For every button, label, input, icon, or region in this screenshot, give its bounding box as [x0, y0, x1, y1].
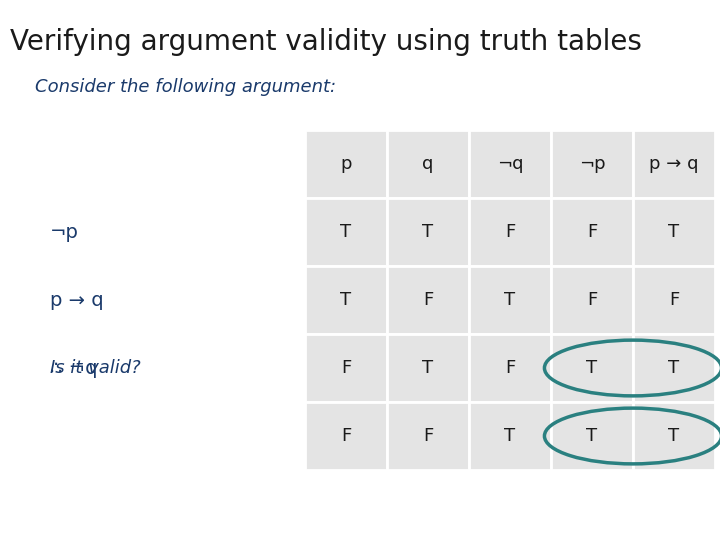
- FancyBboxPatch shape: [469, 402, 551, 470]
- FancyBboxPatch shape: [633, 334, 715, 402]
- Text: T: T: [586, 427, 598, 445]
- Text: T: T: [668, 427, 680, 445]
- FancyBboxPatch shape: [387, 130, 469, 198]
- Text: p: p: [341, 155, 352, 173]
- Text: F: F: [423, 291, 433, 309]
- FancyBboxPatch shape: [387, 198, 469, 266]
- Text: ∴ ¬q: ∴ ¬q: [50, 359, 97, 377]
- Text: F: F: [341, 427, 351, 445]
- Text: p → q: p → q: [649, 155, 698, 173]
- Text: F: F: [505, 223, 515, 241]
- Text: Is it valid?: Is it valid?: [50, 359, 140, 377]
- Text: T: T: [423, 223, 433, 241]
- FancyBboxPatch shape: [551, 130, 633, 198]
- Text: T: T: [505, 291, 516, 309]
- Text: T: T: [505, 427, 516, 445]
- Text: F: F: [505, 359, 515, 377]
- FancyBboxPatch shape: [551, 266, 633, 334]
- FancyBboxPatch shape: [387, 266, 469, 334]
- Text: T: T: [586, 359, 598, 377]
- FancyBboxPatch shape: [551, 334, 633, 402]
- FancyBboxPatch shape: [305, 130, 387, 198]
- Text: F: F: [669, 291, 679, 309]
- FancyBboxPatch shape: [469, 130, 551, 198]
- FancyBboxPatch shape: [551, 198, 633, 266]
- Text: T: T: [341, 223, 351, 241]
- Text: T: T: [668, 359, 680, 377]
- Text: F: F: [423, 427, 433, 445]
- Text: T: T: [423, 359, 433, 377]
- Text: Verifying argument validity using truth tables: Verifying argument validity using truth …: [10, 28, 642, 56]
- FancyBboxPatch shape: [551, 402, 633, 470]
- Text: ¬q: ¬q: [497, 155, 523, 173]
- FancyBboxPatch shape: [305, 266, 387, 334]
- Text: ¬p: ¬p: [579, 155, 606, 173]
- Text: F: F: [587, 291, 597, 309]
- FancyBboxPatch shape: [305, 198, 387, 266]
- Text: T: T: [341, 291, 351, 309]
- Text: F: F: [341, 359, 351, 377]
- FancyBboxPatch shape: [469, 198, 551, 266]
- Text: T: T: [668, 223, 680, 241]
- FancyBboxPatch shape: [469, 266, 551, 334]
- FancyBboxPatch shape: [387, 402, 469, 470]
- FancyBboxPatch shape: [469, 334, 551, 402]
- FancyBboxPatch shape: [633, 198, 715, 266]
- Text: q: q: [423, 155, 433, 173]
- Text: ¬p: ¬p: [50, 222, 79, 241]
- FancyBboxPatch shape: [633, 266, 715, 334]
- Text: F: F: [587, 223, 597, 241]
- FancyBboxPatch shape: [633, 402, 715, 470]
- Text: p → q: p → q: [50, 291, 104, 309]
- FancyBboxPatch shape: [305, 334, 387, 402]
- FancyBboxPatch shape: [387, 334, 469, 402]
- FancyBboxPatch shape: [305, 402, 387, 470]
- Text: Consider the following argument:: Consider the following argument:: [35, 78, 336, 96]
- FancyBboxPatch shape: [633, 130, 715, 198]
